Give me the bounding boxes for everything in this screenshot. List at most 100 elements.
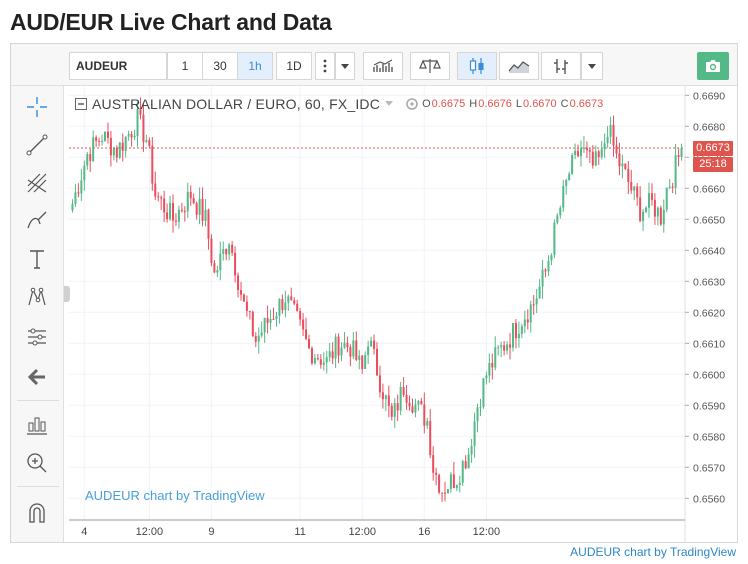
candle-body xyxy=(331,351,334,359)
toolbar-collapse-handle[interactable] xyxy=(64,286,70,302)
compare-button[interactable] xyxy=(410,52,450,80)
candle-body xyxy=(390,405,393,417)
open-value: 0.6675 xyxy=(431,98,466,110)
text-tool[interactable] xyxy=(22,244,52,274)
candle-body xyxy=(346,342,349,348)
interval-1d-button[interactable]: 1D xyxy=(276,52,312,80)
candle-body xyxy=(544,269,547,272)
bars-icon xyxy=(554,59,568,74)
candle-body xyxy=(378,375,381,393)
candle-body xyxy=(133,135,136,138)
time-tick-label: 12:00 xyxy=(473,526,501,538)
interval-1h-button[interactable]: 1h xyxy=(237,52,273,80)
candle-body xyxy=(609,124,612,137)
candle-body xyxy=(334,336,337,359)
candle-body xyxy=(121,142,124,151)
candle-body xyxy=(210,238,213,264)
chart-style-dropdown-button[interactable] xyxy=(581,52,603,80)
candle-body xyxy=(597,151,600,158)
candle-body xyxy=(503,345,506,351)
measure-tool[interactable] xyxy=(22,410,52,440)
candle-body xyxy=(136,109,139,136)
tradingview-watermark[interactable]: AUDEUR chart by TradingView xyxy=(85,488,265,503)
magnet-tool[interactable] xyxy=(22,498,52,528)
crosshair-tool[interactable] xyxy=(22,92,52,122)
area-style-button[interactable] xyxy=(499,52,539,80)
candle-body xyxy=(461,461,464,483)
time-tick-label: 4 xyxy=(81,526,87,538)
candle-body xyxy=(275,315,278,320)
indicators-button[interactable] xyxy=(363,52,403,80)
candle-body xyxy=(272,318,275,320)
interval-1-button[interactable]: 1 xyxy=(167,52,203,80)
zoom-in-tool[interactable] xyxy=(22,448,52,478)
brush-tool[interactable] xyxy=(22,206,52,236)
candle-body xyxy=(124,136,127,151)
candle-body xyxy=(355,340,358,360)
chevron-down-icon xyxy=(588,63,596,69)
chart-widget: AUDEUR 1 30 1h 1D xyxy=(10,43,738,543)
candle-body xyxy=(482,378,485,408)
trend-line-tool[interactable] xyxy=(22,130,52,160)
price-chart[interactable]: 0.6690 0.6680 0.6670 0.6660 0.6650 0.6640 0.66… xyxy=(69,86,737,542)
top-toolbar: AUDEUR 1 30 1h 1D xyxy=(11,44,737,86)
candle-body xyxy=(180,209,183,212)
candle-body xyxy=(577,150,580,157)
drawing-toolbar xyxy=(11,86,64,542)
fib-tool[interactable] xyxy=(22,168,52,198)
candle-body xyxy=(358,355,361,360)
snapshot-button[interactable] xyxy=(697,52,729,80)
price-tick-label: 0.6570 xyxy=(693,462,725,474)
interval-dropdown-button[interactable] xyxy=(335,52,355,80)
candle-body xyxy=(290,296,293,301)
candle-body xyxy=(639,197,642,222)
close-value: 0.6673 xyxy=(569,98,604,110)
candle-body xyxy=(254,336,257,342)
candle-body xyxy=(500,345,503,348)
ruler-icon xyxy=(27,417,47,435)
candle-body xyxy=(370,340,373,347)
candle-body xyxy=(98,140,101,142)
collapse-legend-icon[interactable] xyxy=(75,98,87,110)
candle-body xyxy=(562,185,565,208)
symbol-input[interactable]: AUDEUR xyxy=(69,52,167,80)
candle-body xyxy=(443,492,447,494)
candle-body xyxy=(328,351,331,358)
candle-body xyxy=(89,154,92,161)
candle-body xyxy=(299,311,302,320)
candle-body xyxy=(615,145,618,154)
toolbar-divider xyxy=(17,400,59,401)
pattern-tool[interactable] xyxy=(22,282,52,312)
candles-style-button[interactable] xyxy=(457,52,497,80)
candle-body xyxy=(80,180,83,194)
last-price-badge: 0.6673 xyxy=(693,140,733,156)
candle-body xyxy=(109,137,112,156)
interval-30-button[interactable]: 30 xyxy=(202,52,238,80)
candle-body xyxy=(322,362,325,365)
candle-body xyxy=(494,347,497,368)
candle-body xyxy=(95,137,98,141)
candle-body xyxy=(458,482,461,485)
footer-attribution-link[interactable]: AUDEUR chart by TradingView xyxy=(570,545,736,559)
chevron-down-icon[interactable] xyxy=(384,101,394,107)
candle-body xyxy=(396,403,399,411)
prediction-tool[interactable] xyxy=(22,322,52,352)
price-tick-label: 0.6610 xyxy=(693,338,725,350)
more-intervals-button[interactable] xyxy=(315,52,335,80)
price-tick-label: 0.6680 xyxy=(693,121,725,133)
candle-body xyxy=(145,140,148,142)
candle-body xyxy=(491,362,494,368)
candle-body xyxy=(568,173,571,181)
candle-body xyxy=(367,346,370,355)
hide-drawings-tool[interactable] xyxy=(22,362,52,392)
candle-body xyxy=(408,402,411,407)
candle-body xyxy=(381,392,384,400)
candle-body xyxy=(83,165,86,181)
candle-body xyxy=(71,204,74,211)
bars-style-button[interactable] xyxy=(541,52,581,80)
candle-body xyxy=(154,183,157,197)
trend-line-icon xyxy=(26,134,48,156)
settings-gear-icon[interactable] xyxy=(406,98,418,110)
price-tick-label: 0.6640 xyxy=(693,245,725,257)
candle-body xyxy=(189,191,192,199)
